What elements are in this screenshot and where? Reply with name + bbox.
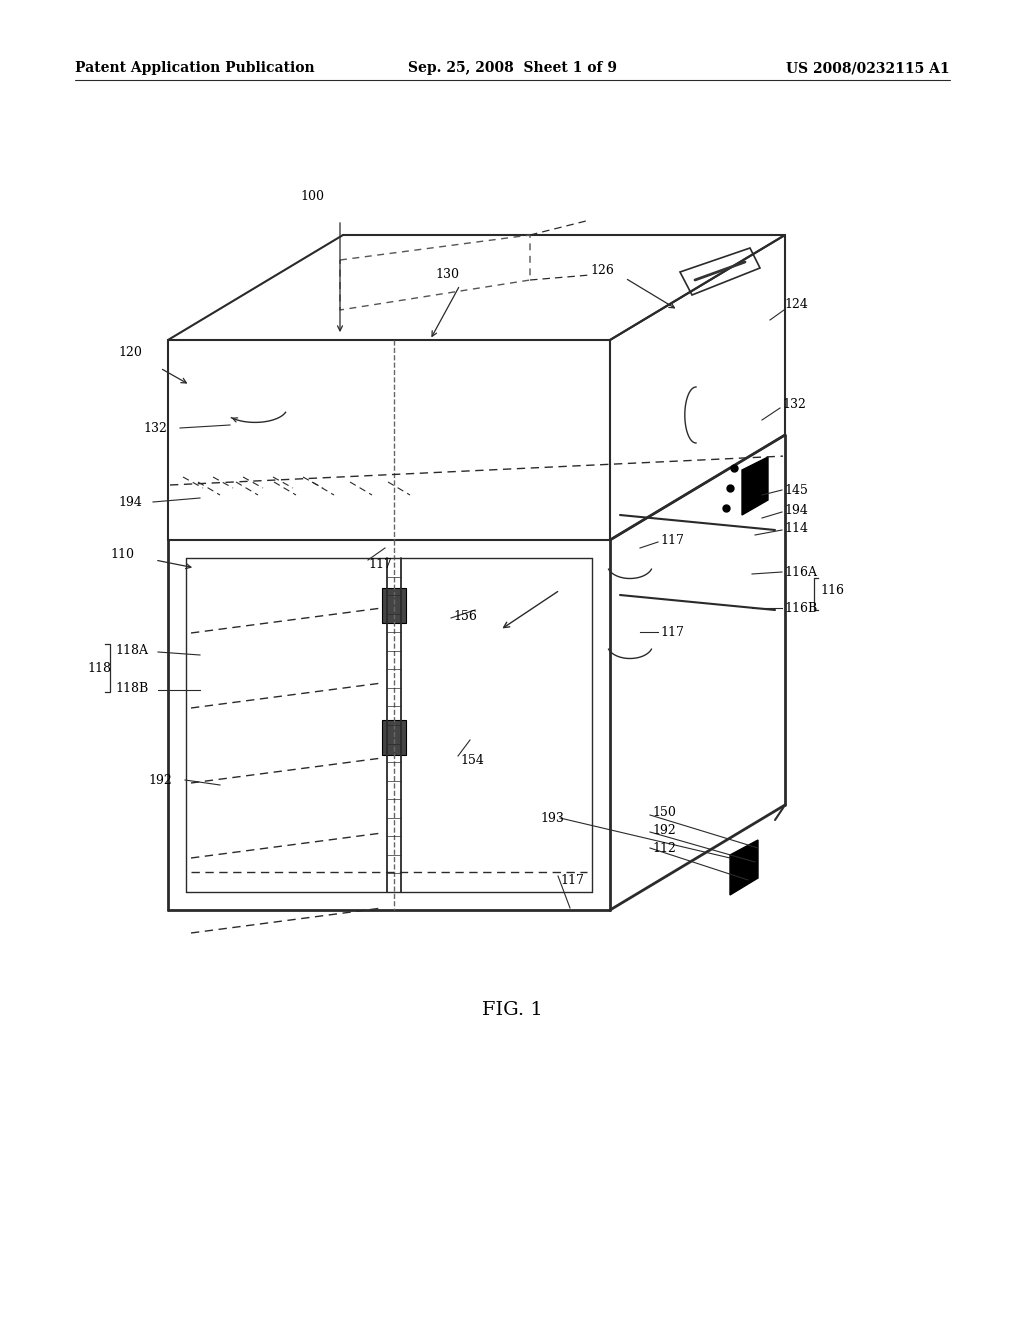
- Text: 132: 132: [782, 399, 806, 412]
- Text: 120: 120: [118, 346, 142, 359]
- Text: 130: 130: [435, 268, 459, 281]
- Text: 145: 145: [784, 483, 808, 496]
- Text: 194: 194: [118, 495, 142, 508]
- Text: 116A: 116A: [784, 565, 817, 578]
- Text: 100: 100: [300, 190, 324, 203]
- Polygon shape: [742, 457, 768, 515]
- Polygon shape: [730, 840, 758, 895]
- Text: 117: 117: [660, 533, 684, 546]
- Text: 116B: 116B: [784, 602, 817, 615]
- Text: 117: 117: [560, 874, 584, 887]
- Text: 116: 116: [820, 583, 844, 597]
- Text: 117: 117: [368, 558, 392, 572]
- Text: 124: 124: [784, 298, 808, 312]
- Text: 194: 194: [784, 503, 808, 516]
- Text: 114: 114: [784, 521, 808, 535]
- Bar: [382, 719, 406, 755]
- Text: 192: 192: [652, 824, 676, 837]
- Text: 112: 112: [652, 842, 676, 854]
- Text: 132: 132: [143, 421, 167, 434]
- Text: US 2008/0232115 A1: US 2008/0232115 A1: [786, 61, 950, 75]
- Text: FIG. 1: FIG. 1: [481, 1001, 543, 1019]
- Text: Sep. 25, 2008  Sheet 1 of 9: Sep. 25, 2008 Sheet 1 of 9: [408, 61, 616, 75]
- Text: 126: 126: [590, 264, 613, 276]
- Text: 193: 193: [540, 812, 564, 825]
- Text: 154: 154: [460, 754, 484, 767]
- Text: 150: 150: [652, 805, 676, 818]
- Text: 110: 110: [110, 549, 134, 561]
- Text: 156: 156: [453, 610, 477, 623]
- Text: 117: 117: [660, 626, 684, 639]
- Text: Patent Application Publication: Patent Application Publication: [75, 61, 314, 75]
- Bar: [382, 587, 406, 623]
- Text: 118A: 118A: [115, 644, 148, 656]
- Text: 118: 118: [87, 661, 111, 675]
- Text: 192: 192: [148, 774, 172, 787]
- Text: 118B: 118B: [115, 681, 148, 694]
